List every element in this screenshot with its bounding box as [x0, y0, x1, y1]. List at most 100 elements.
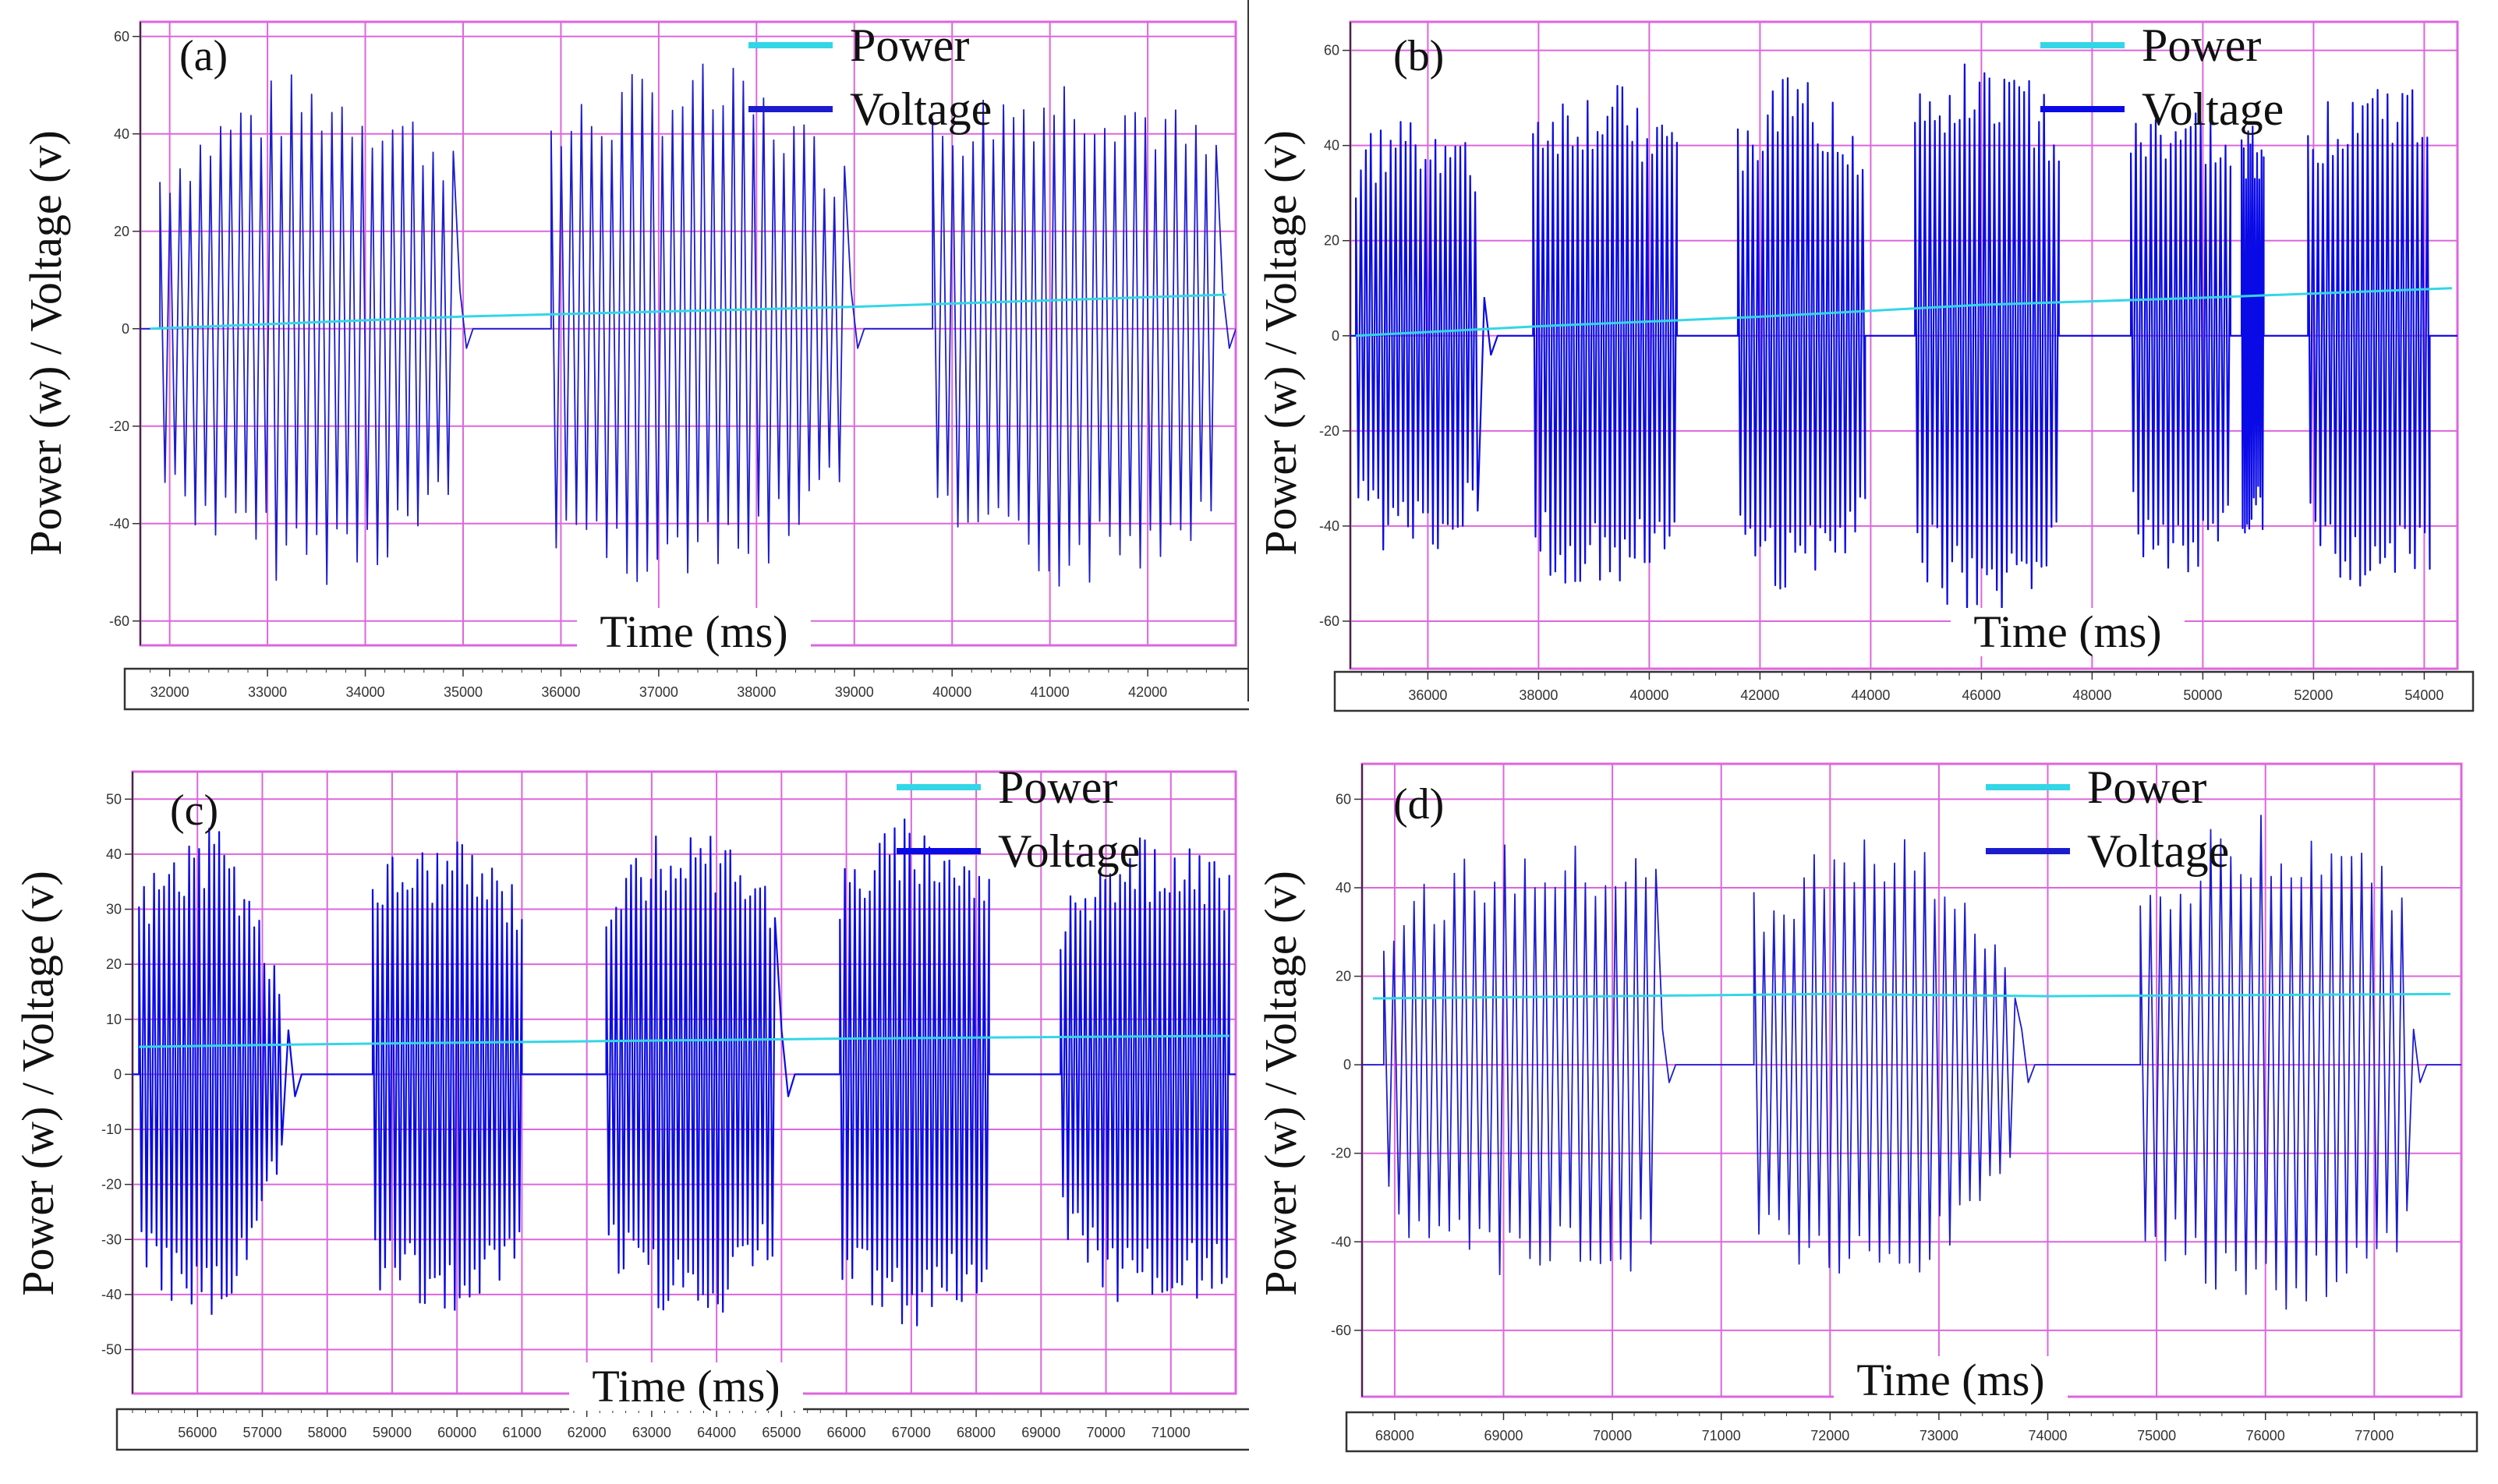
chart-c-x-tick-label: 65000 — [762, 1425, 801, 1440]
chart-c-y-tick-label: 0 — [114, 1066, 122, 1082]
chart-a-svg: 32000 33000 34000 35000 36000 37000 38000 39000… — [20, 19, 1249, 711]
chart-b-y-tick-label: 60 — [1324, 43, 1339, 58]
chart-b-y-axis-title: Power (w) / Voltage (v) — [1255, 130, 1306, 556]
panel-divider — [1247, 0, 1249, 701]
chart-d-x-tick-label: 73000 — [1919, 1428, 1958, 1443]
chart-c-x-tick-label: 64000 — [697, 1425, 736, 1440]
chart-d-x-tick-label: 69000 — [1484, 1428, 1523, 1443]
chart-d-legend-label-voltage: Voltage — [2087, 825, 2229, 877]
chart-c-y-axis-title: Power (w) / Voltage (v) — [12, 871, 63, 1296]
chart-c-legend: Power Voltage — [897, 761, 1140, 877]
chart-b-x-tick-label: 54000 — [2404, 687, 2443, 703]
chart-b-x-tick-label: 38000 — [1519, 687, 1558, 703]
chart-a-panel-label: (a) — [179, 32, 228, 80]
chart-d-x-tick-label: 76000 — [2246, 1428, 2285, 1443]
chart-c-y-tick-label: -40 — [101, 1287, 122, 1302]
chart-a-x-tick-label: 42000 — [1128, 684, 1167, 700]
chart-a-x-tick-label: 32000 — [150, 684, 189, 700]
chart-c-svg: 56000 57000 58000 59000 60000 61000 62000 63000… — [12, 761, 1249, 1451]
chart-b-y-tick-label: 0 — [1332, 328, 1339, 344]
chart-c-legend-label-voltage: Voltage — [998, 825, 1140, 877]
chart-c-x-tick-label: 56000 — [178, 1425, 217, 1440]
panel-b: 36000 38000 40000 42000 44000 46000 48000 50000… — [1249, 0, 2498, 733]
chart-c-x-tick-label: 69000 — [1021, 1425, 1060, 1440]
chart-c-x-axis-title-bg — [569, 1362, 803, 1411]
chart-b-y-tick-label: -40 — [1319, 518, 1339, 534]
chart-d-y-tick-label: 40 — [1336, 880, 1351, 896]
chart-a-x-tick-label: 35000 — [444, 684, 483, 700]
chart-d-x-axis-title-bg — [1834, 1356, 2068, 1404]
chart-a-legend: Power Voltage — [748, 19, 992, 135]
chart-a-legend-label-power: Power — [850, 19, 969, 71]
chart-d-y-tick-label: -20 — [1331, 1146, 1351, 1161]
chart-b-data — [1350, 63, 2457, 623]
chart-c-y-tick-label: -50 — [101, 1342, 122, 1358]
chart-c-y-tick-label: 10 — [106, 1012, 122, 1027]
chart-d-y-tick-label: 0 — [1343, 1057, 1351, 1072]
chart-b-y-tick-label: 20 — [1324, 233, 1339, 249]
chart-b-plot-frame — [1349, 20, 2459, 670]
chart-a-x-axis-title-bg — [577, 608, 811, 656]
chart-a-y-tick-label: 0 — [122, 321, 129, 337]
chart-c-x-tick-label: 61000 — [502, 1425, 541, 1440]
chart-b-voltage-line — [1350, 63, 2457, 623]
chart-a-data — [140, 63, 1236, 587]
chart-c-voltage-line — [133, 818, 1236, 1327]
chart-b-legend-label-power: Power — [2142, 19, 2261, 71]
chart-c-x-tick-label: 71000 — [1152, 1425, 1191, 1440]
chart-b-x-axis-title-bg — [1951, 608, 2185, 656]
chart-c-data — [133, 818, 1236, 1327]
chart-b-x-tick-label: 44000 — [1851, 687, 1890, 703]
chart-d-x-tick-label: 71000 — [1702, 1428, 1741, 1443]
chart-c-y-tick-label: -20 — [101, 1177, 122, 1192]
chart-c-panel-label: (c) — [170, 786, 218, 835]
chart-a-y-tick-label: -60 — [109, 613, 129, 629]
chart-a-y-tick-label: 20 — [114, 224, 129, 239]
chart-c-x-tick-label: 68000 — [957, 1425, 996, 1440]
chart-d-legend-label-power: Power — [2087, 761, 2206, 813]
chart-a-x-tick-label: 38000 — [737, 684, 776, 700]
panel-d: 68000 69000 70000 71000 72000 73000 74000 75000… — [1249, 740, 2498, 1484]
chart-c-y-tick-label: -10 — [101, 1122, 122, 1137]
chart-b-x-axis-strip — [1333, 670, 2475, 712]
chart-d-panel-label: (d) — [1393, 780, 1444, 829]
chart-d-y-tick-label: -40 — [1331, 1234, 1351, 1249]
chart-b-y-tick-label: -60 — [1319, 613, 1339, 629]
chart-d-power-line — [1372, 992, 2451, 1000]
panel-c: 56000 57000 58000 59000 60000 61000 62000 63000… — [0, 740, 1249, 1484]
chart-b-x-axis-title: Time (ms) — [1973, 606, 2161, 657]
chart-c-x-tick-label: 66000 — [827, 1425, 866, 1440]
chart-b-svg: 36000 38000 40000 42000 44000 46000 48000 50000… — [1255, 19, 2475, 712]
chart-a-y-tick-label: 40 — [114, 126, 129, 142]
chart-c-y-tick-label: 50 — [106, 791, 122, 807]
chart-d-x-tick-label: 70000 — [1593, 1428, 1632, 1443]
chart-b-x-tick-label: 48000 — [2072, 687, 2111, 703]
chart-a-voltage-line — [140, 63, 1236, 587]
chart-a-power-line — [150, 293, 1226, 330]
chart-c-x-axis-title: Time (ms) — [592, 1361, 780, 1412]
chart-b-legend-label-voltage: Voltage — [2142, 83, 2284, 135]
chart-d-x-axis-strip — [1345, 1411, 2479, 1453]
chart-d-legend: Power Voltage — [1986, 761, 2229, 877]
chart-d-x-axis-title: Time (ms) — [1856, 1355, 2044, 1405]
chart-c-y-tick-label: 30 — [106, 902, 122, 917]
chart-c-x-tick-label: 58000 — [308, 1425, 347, 1440]
chart-a-x-axis-title: Time (ms) — [600, 606, 787, 657]
chart-b-x-tick-label: 42000 — [1740, 687, 1779, 703]
chart-c-x-axis-strip — [115, 1408, 1249, 1451]
chart-d-voltage-line — [1362, 814, 2461, 1310]
chart-c-y-tick-label: 40 — [106, 846, 122, 862]
chart-a-y-tick-label: -20 — [109, 419, 129, 434]
chart-c-x-tick-label: 59000 — [373, 1425, 412, 1440]
chart-a-x-tick-label: 40000 — [932, 684, 971, 700]
chart-c-x-tick-label: 67000 — [892, 1425, 931, 1440]
chart-c-legend-label-power: Power — [998, 761, 1117, 813]
chart-d-y-tick-label: 20 — [1336, 969, 1351, 984]
chart-c-x-tick-label: 70000 — [1086, 1425, 1125, 1440]
panel-a: 32000 33000 34000 35000 36000 37000 38000 39000… — [0, 0, 1249, 733]
chart-c-x-tick-label: 62000 — [568, 1425, 607, 1440]
chart-d-y-axis-title: Power (w) / Voltage (v) — [1255, 871, 1306, 1296]
chart-d-x-tick-label: 68000 — [1375, 1428, 1414, 1443]
chart-d-data — [1362, 814, 2461, 1310]
chart-d-y-tick-label: -60 — [1331, 1323, 1351, 1338]
